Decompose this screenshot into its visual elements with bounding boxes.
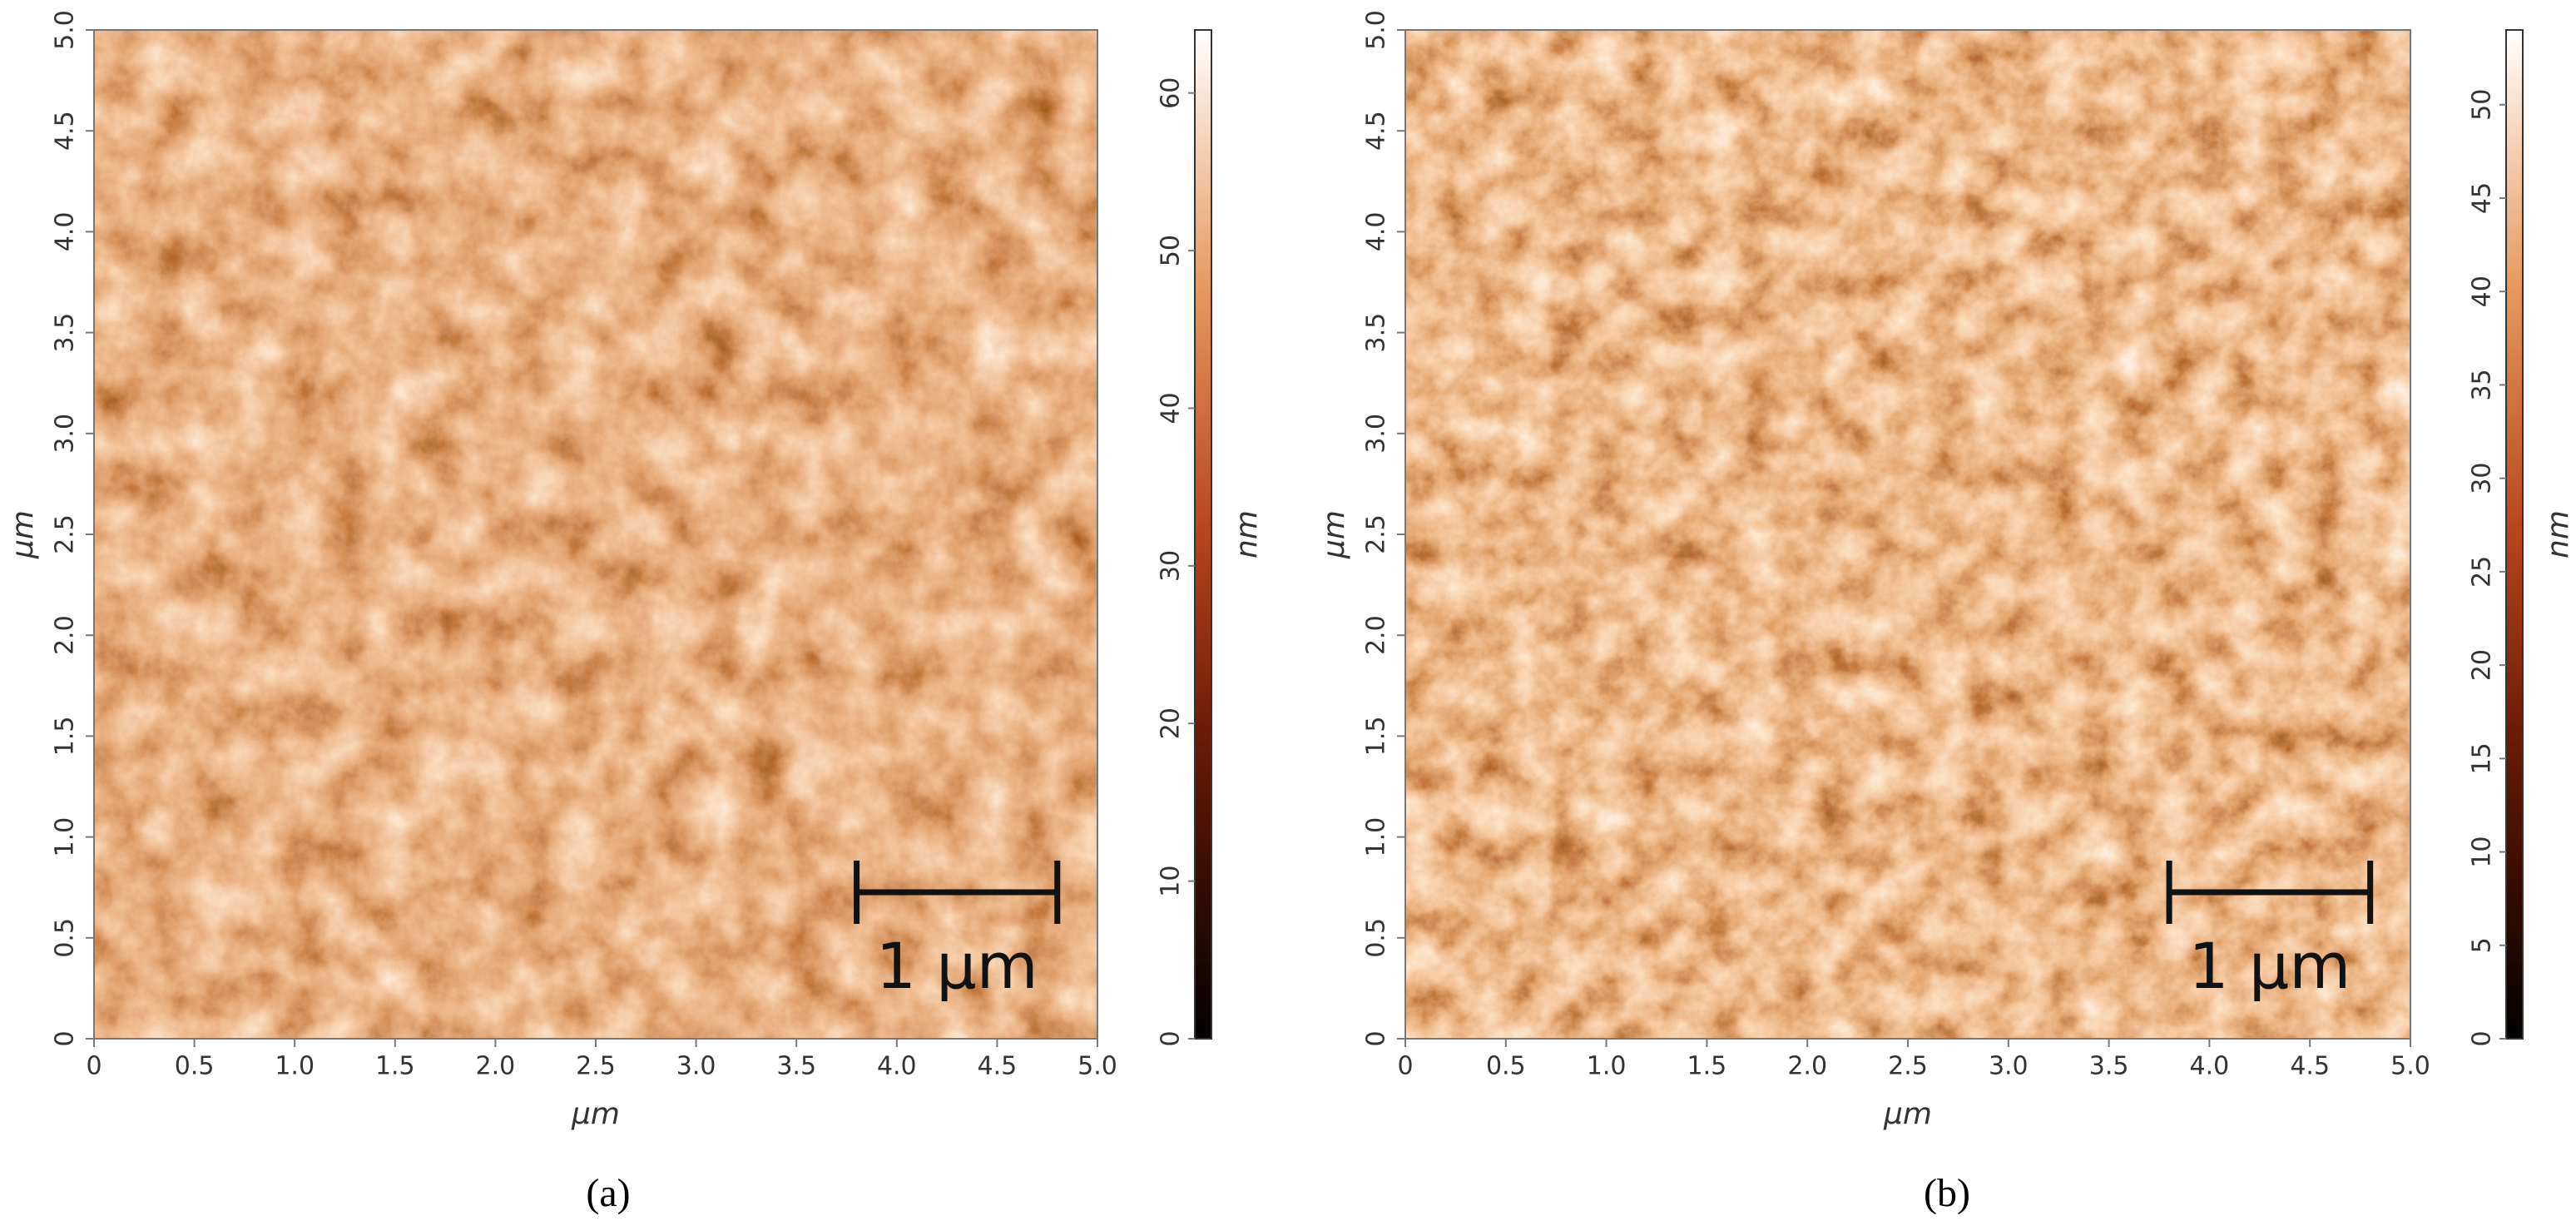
colorbar-tick-label: 10 bbox=[1157, 866, 1186, 897]
y-tick-label: 4.0 bbox=[51, 212, 80, 252]
colorbar-tick-label: 40 bbox=[2468, 275, 2497, 307]
x-tick-label: 0 bbox=[86, 1052, 102, 1081]
x-tick-label: 2.5 bbox=[1888, 1052, 1928, 1081]
x-tick-label: 1.0 bbox=[1587, 1052, 1627, 1081]
colorbar-tick-label: 5 bbox=[2468, 937, 2497, 953]
y-tick-label: 4.5 bbox=[51, 111, 80, 151]
y-tick-label: 2.0 bbox=[1362, 615, 1391, 655]
y-tick-label: 5.0 bbox=[51, 10, 80, 50]
y-tick-label: 2.5 bbox=[1362, 514, 1391, 554]
x-tick-label: 4.0 bbox=[877, 1052, 917, 1081]
y-tick-label: 0 bbox=[1362, 1030, 1391, 1046]
y-tick-label: 2.5 bbox=[51, 514, 80, 554]
x-tick-label: 5.0 bbox=[1077, 1052, 1117, 1081]
y-tick-label: 2.0 bbox=[51, 615, 80, 655]
y-tick-label: 3.0 bbox=[1362, 414, 1391, 454]
colorbar-tick-label: 25 bbox=[2468, 556, 2497, 588]
y-axis-label: µm bbox=[1317, 510, 1351, 559]
colorbar-tick-label: 30 bbox=[2468, 463, 2497, 494]
y-tick-label: 1.5 bbox=[1362, 717, 1391, 757]
y-tick-label: 4.0 bbox=[1362, 212, 1391, 252]
panel-label: (a) bbox=[586, 1171, 630, 1215]
y-tick-label: 0.5 bbox=[1362, 918, 1391, 958]
y-tick-label: 1.0 bbox=[51, 817, 80, 857]
scale-bar-label: 1 µm bbox=[876, 929, 1038, 1003]
x-tick-label: 2.0 bbox=[1787, 1052, 1827, 1081]
y-tick-label: 3.0 bbox=[51, 414, 80, 454]
y-tick-label: 1.0 bbox=[1362, 817, 1391, 857]
x-tick-label: 4.5 bbox=[2290, 1052, 2330, 1081]
scale-bar-label: 1 µm bbox=[2188, 929, 2351, 1003]
colorbar-tick-label: 60 bbox=[1157, 77, 1186, 109]
afm-image bbox=[94, 30, 1097, 1039]
x-tick-label: 1.5 bbox=[375, 1052, 415, 1081]
y-tick-label: 4.5 bbox=[1362, 111, 1391, 151]
x-axis-label: µm bbox=[571, 1097, 620, 1131]
x-tick-label: 5.0 bbox=[2390, 1052, 2430, 1081]
x-tick-label: 1.5 bbox=[1687, 1052, 1727, 1081]
x-tick-label: 0 bbox=[1397, 1052, 1413, 1081]
y-tick-label: 0.5 bbox=[51, 918, 80, 958]
colorbar-tick-label: 35 bbox=[2468, 369, 2497, 400]
x-tick-label: 0.5 bbox=[175, 1052, 215, 1081]
y-tick-label: 1.5 bbox=[51, 717, 80, 757]
x-tick-label: 3.0 bbox=[676, 1052, 716, 1081]
x-tick-label: 4.5 bbox=[978, 1052, 1018, 1081]
colorbar-tick-label: 20 bbox=[1157, 707, 1186, 739]
x-tick-label: 2.5 bbox=[576, 1052, 616, 1081]
x-tick-label: 3.0 bbox=[1989, 1052, 2029, 1081]
colorbar-tick-label: 0 bbox=[1157, 1030, 1186, 1046]
colorbar-label: nm bbox=[2541, 510, 2575, 558]
y-tick-label: 3.5 bbox=[51, 313, 80, 353]
x-tick-label: 3.5 bbox=[776, 1052, 816, 1081]
colorbar-tick-label: 50 bbox=[2468, 89, 2497, 121]
colorbar-tick-label: 40 bbox=[1157, 392, 1186, 424]
x-tick-label: 1.0 bbox=[275, 1052, 315, 1081]
y-tick-label: 0 bbox=[51, 1030, 80, 1046]
colorbar-tick-label: 50 bbox=[1157, 235, 1186, 266]
colorbar bbox=[2505, 29, 2524, 1040]
colorbar-tick-label: 30 bbox=[1157, 550, 1186, 582]
colorbar bbox=[1194, 29, 1212, 1040]
afm-image bbox=[1405, 30, 2410, 1039]
colorbar-label: nm bbox=[1230, 510, 1264, 558]
x-axis-label: µm bbox=[1883, 1097, 1932, 1131]
colorbar-tick-label: 10 bbox=[2468, 836, 2497, 867]
y-tick-label: 5.0 bbox=[1362, 10, 1391, 50]
colorbar-tick-label: 0 bbox=[2468, 1030, 2497, 1046]
colorbar-tick-label: 15 bbox=[2468, 742, 2497, 774]
colorbar-tick-label: 45 bbox=[2468, 182, 2497, 214]
panel-label: (b) bbox=[1924, 1171, 1970, 1215]
x-tick-label: 3.5 bbox=[2089, 1052, 2129, 1081]
y-axis-label: µm bbox=[6, 510, 40, 559]
y-tick-label: 3.5 bbox=[1362, 313, 1391, 353]
colorbar-tick-label: 20 bbox=[2468, 649, 2497, 681]
x-tick-label: 0.5 bbox=[1486, 1052, 1526, 1081]
x-tick-label: 4.0 bbox=[2190, 1052, 2230, 1081]
x-tick-label: 2.0 bbox=[476, 1052, 516, 1081]
